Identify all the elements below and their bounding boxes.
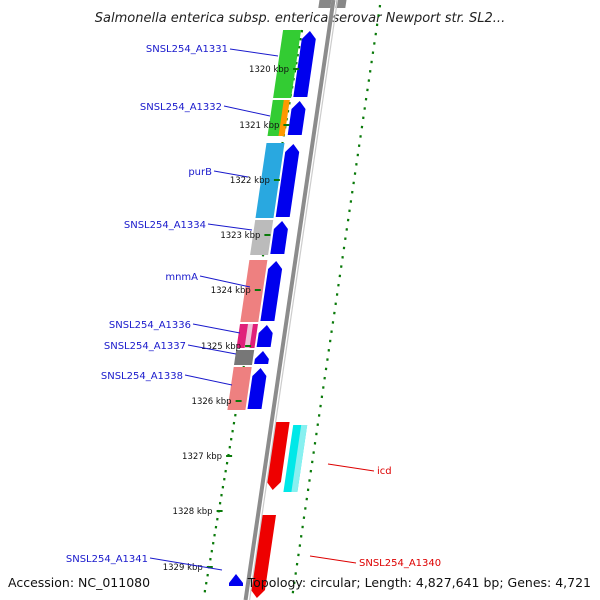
gene-leader-line: [207, 223, 253, 231]
gene-leader-line: [199, 275, 251, 288]
gene-label[interactable]: SNSL254_A1337: [104, 341, 186, 352]
map-title: Salmonella enterica subsp. enterica sero…: [95, 11, 505, 26]
kbp-tick-label: 1322 kbp: [230, 176, 270, 186]
gene-leader-line: [327, 463, 375, 472]
cds-arrow-SNSL254_A1340: [251, 515, 276, 598]
gene-label[interactable]: icd: [377, 466, 392, 477]
gene-label[interactable]: purB: [188, 167, 212, 178]
kbp-tick-label: 1326 kbp: [192, 397, 232, 407]
kbp-tick-label: 1323 kbp: [220, 231, 260, 241]
gene-leader-line: [149, 557, 223, 571]
backbone-line: [243, 0, 336, 600]
kbp-tick-label: 1324 kbp: [211, 286, 251, 296]
accession-text: Accession: NC_011080: [8, 575, 150, 590]
cds-arrow-SNSL254_A1338: [247, 368, 267, 409]
cog-color-block: [273, 30, 302, 98]
gene-label[interactable]: mnmA: [165, 272, 198, 283]
cog-color-block: [244, 324, 253, 348]
gene-leader-line: [223, 105, 271, 117]
kbp-tick-label: 1328 kbp: [173, 507, 213, 517]
kbp-ruler: 1320 kbp 1321 kbp 1322 kbp 1323 kbp 1324 kbp…: [163, 65, 300, 573]
kbp-tick-label: 1329 kbp: [163, 563, 203, 573]
gene-label[interactable]: SNSL254_A1332: [140, 102, 222, 113]
cds-arrow-SNSL254_A1332: [287, 101, 306, 135]
cds-arrow-purB: [275, 144, 300, 217]
cds-arrow-SNSL254_A1341: [229, 574, 243, 586]
cds-arrow-mnmA: [260, 261, 283, 321]
cds-arrow-SNSL254_A1336: [256, 325, 273, 347]
gene-label[interactable]: SNSL254_A1336: [109, 320, 191, 331]
kbp-tick-label: 1320 kbp: [249, 65, 289, 75]
cog-color-block: [240, 260, 268, 322]
topology-summary-text: Topology: circular; Length: 4,827,641 bp…: [247, 575, 591, 590]
gene-leader-line: [184, 374, 233, 386]
feature-tracks: [227, 0, 347, 598]
kbp-tick-label: 1327 kbp: [182, 452, 222, 462]
kbp-tick-label: 1325 kbp: [201, 342, 241, 352]
gene-label[interactable]: SNSL254_A1338: [101, 371, 183, 382]
cog-color-block: [234, 350, 255, 365]
backbone: [243, 0, 339, 600]
cog-color-block: [250, 220, 274, 255]
cog-color-block: [278, 100, 290, 136]
gene-labels: SNSL254_A1331 SNSL254_A1332 purB SNSL254_A1…: [66, 44, 441, 571]
gene-leader-line: [213, 170, 249, 178]
gene-leader-line: [309, 555, 357, 564]
gene-leader-line: [229, 48, 279, 57]
gene-label[interactable]: SNSL254_A1331: [146, 44, 228, 55]
cds-arrow-SNSL254_A1331: [293, 31, 316, 97]
gene-leader-line: [192, 323, 241, 334]
cds-arrow-SNSL254_A1334: [270, 221, 288, 254]
kbp-tick-label: 1321 kbp: [239, 121, 279, 131]
cog-color-block: [255, 143, 285, 218]
gene-label[interactable]: SNSL254_A1340: [359, 558, 441, 569]
cog-track-segment: [318, 0, 332, 8]
cds-arrow-SNSL254_A1337: [254, 351, 269, 364]
backbone-highlight: [248, 0, 339, 600]
gc-dotted-tracks: [203, 4, 382, 594]
cds-arrow-icd: [266, 422, 290, 490]
cog-color-block: [227, 367, 252, 410]
cog-color-block: [291, 425, 308, 492]
gene-leader-line: [187, 344, 237, 355]
cds-track-segment: [335, 0, 347, 8]
gene-label[interactable]: SNSL254_A1341: [66, 554, 148, 565]
gene-label[interactable]: SNSL254_A1334: [124, 220, 206, 231]
